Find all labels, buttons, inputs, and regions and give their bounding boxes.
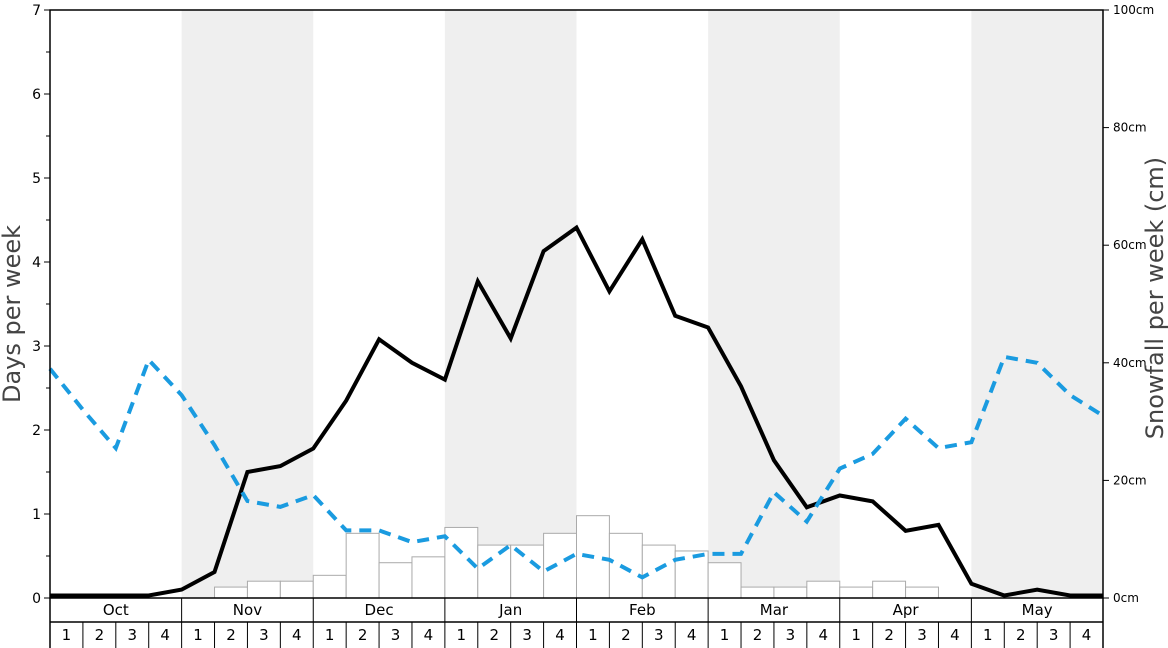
week-label: 1 [62,626,72,644]
data-lines [48,224,1105,598]
right-axis: 0cm 20cm 40cm 60cm 80cm 100cm [1103,3,1154,605]
week-label: 1 [851,626,861,644]
week-label: 1 [983,626,993,644]
week-label: 4 [1082,626,1092,644]
right-tick-label: 100cm [1113,3,1154,17]
month-shade-mar [708,10,840,598]
snow-days-bar [806,580,841,599]
left-tick-label: 0 [32,591,41,607]
snow-days-bar [246,580,281,599]
week-label: 2 [753,626,763,644]
month-label-oct: Oct [103,601,129,619]
snow-days-bar [608,532,643,599]
week-label: 3 [786,626,796,644]
left-tick-label: 7 [32,3,41,19]
month-label-apr: Apr [893,601,920,619]
week-label: 4 [292,626,302,644]
snow-days-bar [477,544,512,599]
week-label: 4 [160,626,170,644]
right-tick-label: 20cm [1113,473,1147,487]
week-label: 3 [259,626,269,644]
snow-days-bar [411,556,446,599]
month-shade-jan [444,10,577,598]
left-axis-title: Days per week [0,225,26,403]
right-tick-label: 80cm [1113,121,1147,135]
week-label: 3 [522,626,532,644]
snow-days-bar [641,544,676,599]
left-tick-label: 3 [32,339,41,355]
right-tick-label: 0cm [1113,591,1139,605]
week-label: 4 [819,626,829,644]
week-label: 3 [654,626,664,644]
week-label: 2 [358,626,368,644]
snow-days-bar [214,586,248,599]
month-label-nov: Nov [233,601,262,619]
left-axis: 0 1 2 3 4 5 6 7 [32,3,50,607]
snow-days-bar [773,586,808,599]
week-label: 4 [687,626,697,644]
snow-days-bar [707,562,742,599]
right-axis-title: Snowfall per week (cm) [1141,157,1168,439]
month-label-mar: Mar [760,601,789,619]
solid-series-line [50,224,1103,598]
left-tick-label: 4 [32,255,41,271]
snow-days-bar [279,580,314,599]
snow-days-bar [312,574,347,599]
month-label-dec: Dec [365,601,394,619]
left-tick-label: 2 [32,423,41,439]
week-label: 3 [127,626,137,644]
snow-days-bar [345,532,380,599]
week-label: 2 [884,626,894,644]
snowfall-bars [214,515,939,599]
snow-days-bar [543,532,577,599]
week-label: 4 [950,626,960,644]
dashed-series-line [48,354,1105,580]
week-label: 4 [555,626,565,644]
snow-days-bar [839,586,874,599]
week-label: 2 [621,626,631,644]
snow-days-bar [378,562,413,599]
right-tick-label: 60cm [1113,238,1147,252]
week-label: 2 [489,626,499,644]
week-label: 4 [424,626,434,644]
week-label: 2 [1016,626,1026,644]
week-label: 2 [226,626,236,644]
snow-days-bar [872,580,907,599]
month-shade-may [971,10,1103,598]
week-label: 1 [720,626,730,644]
month-shade-nov [181,10,314,598]
snow-days-bar [510,544,545,599]
week-label: 1 [457,626,467,644]
week-label: 1 [325,626,335,644]
week-label: 2 [95,626,105,644]
week-label: 3 [391,626,401,644]
week-label: 3 [917,626,927,644]
month-label-feb: Feb [629,601,656,619]
left-tick-label: 1 [32,507,41,523]
week-label: 1 [588,626,598,644]
month-shading [181,10,1103,598]
right-tick-label: 40cm [1113,356,1147,370]
snow-days-bar [740,586,775,599]
week-label: 1 [193,626,203,644]
snow-days-bar [905,586,939,599]
left-tick-label: 5 [32,171,41,187]
week-label: 3 [1049,626,1059,644]
month-label-jan: Jan [498,601,522,619]
left-tick-label: 6 [32,87,41,103]
x-axis-months-weeks: Oct 1 2 3 4 Nov 1 2 3 4 Dec 1 2 3 4 Jan 1 2 3 4 Feb 1 2 3 4 Mar 1 2… [49,598,1104,648]
month-label-may: May [1022,601,1053,619]
